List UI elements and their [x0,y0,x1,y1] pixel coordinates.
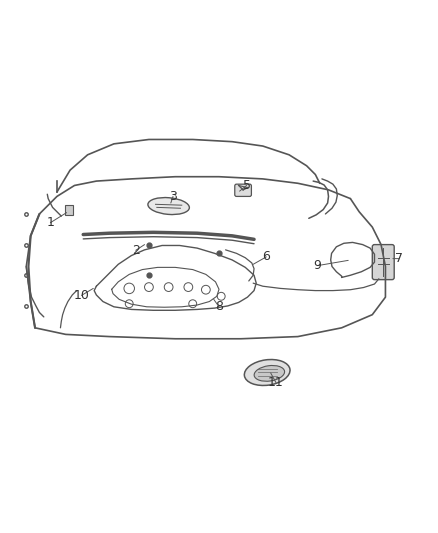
Bar [65,205,73,215]
Text: 9: 9 [314,259,321,272]
Text: 7: 7 [395,252,403,265]
FancyBboxPatch shape [235,184,251,197]
Text: 5: 5 [243,179,251,192]
Text: 6: 6 [262,251,270,263]
Text: 11: 11 [268,376,284,389]
Text: 1: 1 [46,216,54,229]
Text: 3: 3 [169,190,177,203]
Ellipse shape [244,360,290,385]
Text: 2: 2 [132,244,140,257]
Ellipse shape [254,366,285,381]
Text: 8: 8 [215,300,223,313]
Text: 10: 10 [74,289,89,302]
FancyBboxPatch shape [372,245,394,280]
Ellipse shape [148,198,189,215]
